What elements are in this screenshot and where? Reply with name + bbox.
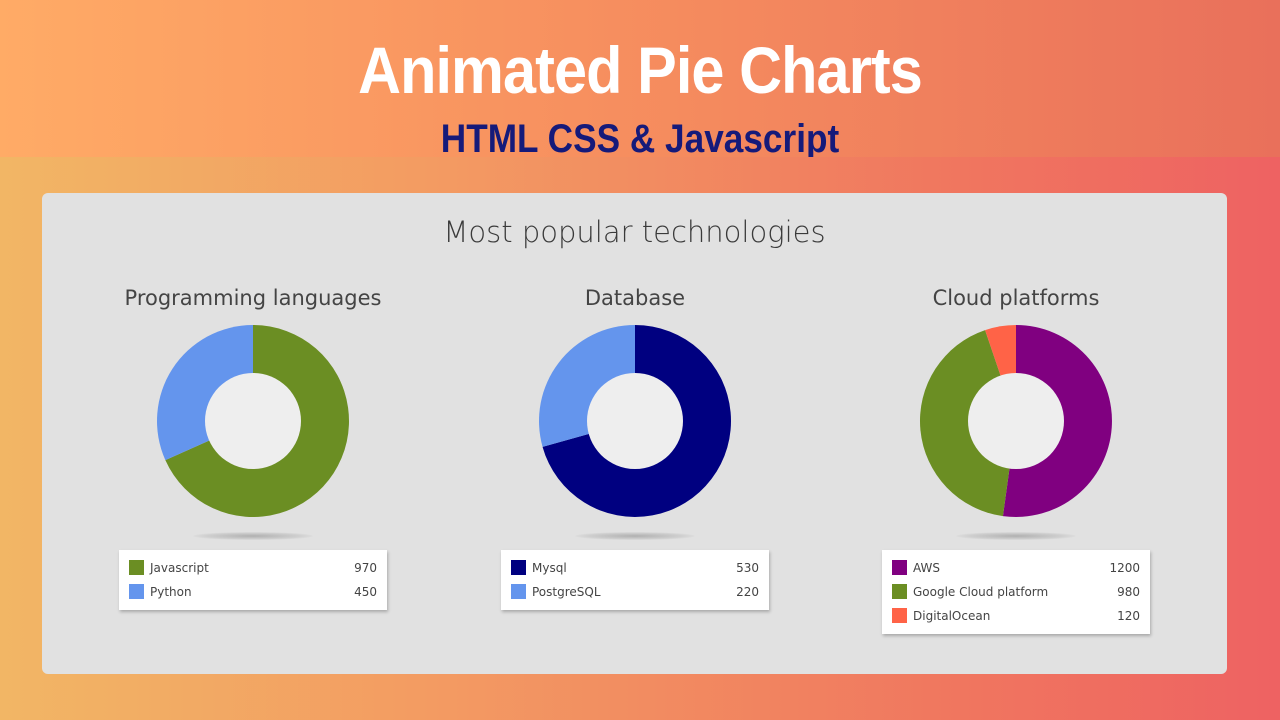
legend-value: 450	[354, 585, 377, 599]
legend-swatch	[129, 560, 144, 575]
chart-title: Programming languages	[124, 286, 382, 310]
legend-value: 1200	[1109, 561, 1140, 575]
legend-value: 970	[354, 561, 377, 575]
legend-value: 980	[1117, 585, 1140, 599]
banner-title: Animated Pie Charts	[358, 33, 923, 107]
donut-hole	[587, 373, 683, 469]
donut-hole	[968, 373, 1064, 469]
legend-swatch	[511, 560, 526, 575]
legend-swatch	[892, 560, 907, 575]
chart-database: Database Mysql 530 PostgreSQL 220	[445, 193, 825, 674]
legend-swatch	[129, 584, 144, 599]
panel-title: Most popular technologies	[443, 215, 826, 249]
legend-item-google-cloud-platform: Google Cloud platform 980	[882, 580, 1150, 604]
legend-item-javascript: Javascript 970	[119, 556, 387, 580]
legend-item-digitalocean: DigitalOcean 120	[882, 604, 1150, 628]
donut-chart-database	[539, 325, 732, 517]
legend-label: Javascript	[150, 561, 209, 575]
donut-shadow	[956, 532, 1076, 540]
header-banner	[0, 0, 1280, 157]
legend-label: DigitalOcean	[913, 609, 991, 623]
banner-subtitle: HTML CSS & Javascript	[440, 117, 840, 157]
legend-label: AWS	[913, 561, 941, 575]
legend-item-aws: AWS 1200	[882, 556, 1150, 580]
legend-cloud-platforms: AWS 1200 Google Cloud platform 980 Digit…	[882, 550, 1150, 634]
donut-chart-programming-languages	[157, 325, 350, 517]
pie-slice-google-cloud-platform	[919, 330, 1016, 517]
legend-value: 120	[1117, 609, 1140, 623]
legend-label: PostgreSQL	[532, 585, 601, 599]
legend-item-postgresql: PostgreSQL 220	[501, 580, 769, 604]
legend-value: 220	[736, 585, 759, 599]
donut-shadow	[193, 532, 313, 540]
chart-programming-languages: Programming languages Javascript 970 Pyt…	[63, 193, 443, 674]
chart-title: Cloud platforms	[932, 286, 1100, 310]
legend-label: Python	[150, 585, 192, 599]
legend-label: Mysql	[532, 561, 567, 575]
donut-shadow	[575, 532, 695, 540]
legend-value: 530	[736, 561, 759, 575]
donut-hole	[205, 373, 301, 469]
legend-swatch	[892, 584, 907, 599]
legend-programming-languages: Javascript 970 Python 450	[119, 550, 387, 610]
legend-item-python: Python 450	[119, 580, 387, 604]
legend-label: Google Cloud platform	[913, 585, 1049, 599]
chart-title: Database	[584, 286, 686, 310]
legend-database: Mysql 530 PostgreSQL 220	[501, 550, 769, 610]
legend-swatch	[511, 584, 526, 599]
chart-cloud-platforms: Cloud platforms AWS 1200 Google Cloud pl…	[826, 193, 1206, 674]
legend-swatch	[892, 608, 907, 623]
legend-item-mysql: Mysql 530	[501, 556, 769, 580]
donut-chart-cloud-platforms	[919, 325, 1112, 517]
charts-panel: Most popular technologies Programming la…	[42, 193, 1227, 674]
